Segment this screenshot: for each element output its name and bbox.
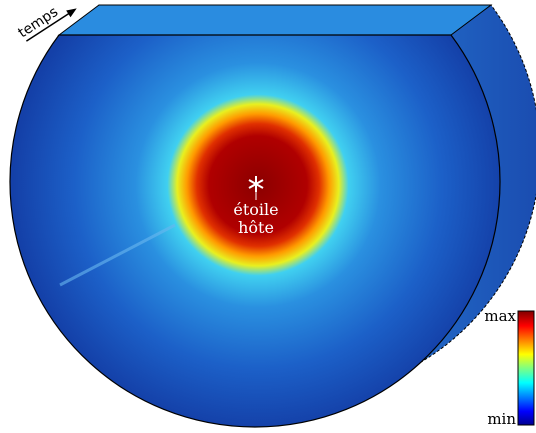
star-label: étoile bbox=[233, 200, 278, 219]
colorbar bbox=[518, 311, 534, 425]
colorbar-min: min bbox=[487, 410, 516, 428]
star-label: hôte bbox=[238, 218, 274, 237]
data-cube-figure: temps étoile hôte max min bbox=[0, 0, 536, 433]
time-arrowhead bbox=[66, 5, 79, 17]
colorbar-max: max bbox=[484, 307, 516, 325]
top-face bbox=[59, 5, 491, 35]
